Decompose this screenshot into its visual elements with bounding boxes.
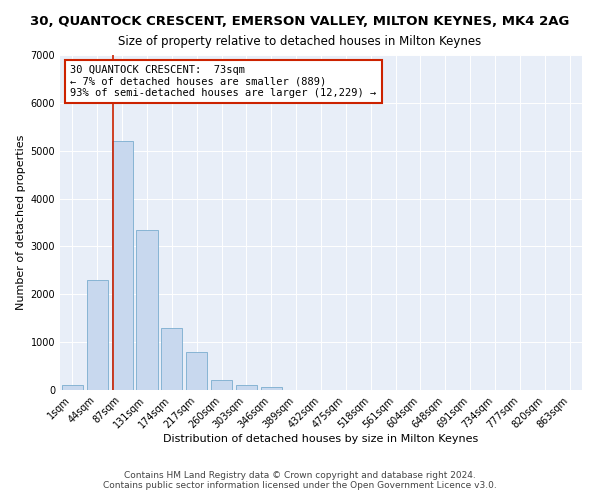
Y-axis label: Number of detached properties: Number of detached properties [16,135,26,310]
Bar [112,141,133,390]
Bar [261,388,282,390]
Bar [186,352,207,390]
Text: 30, QUANTOCK CRESCENT, EMERSON VALLEY, MILTON KEYNES, MK4 2AG: 30, QUANTOCK CRESCENT, EMERSON VALLEY, M… [31,15,569,28]
Bar [236,385,257,390]
Bar [136,230,158,390]
Bar [161,328,182,390]
Bar [211,380,232,390]
Text: 30 QUANTOCK CRESCENT:  73sqm
← 7% of detached houses are smaller (889)
93% of se: 30 QUANTOCK CRESCENT: 73sqm ← 7% of deta… [70,65,377,98]
Bar [87,280,108,390]
Text: Contains HM Land Registry data © Crown copyright and database right 2024.
Contai: Contains HM Land Registry data © Crown c… [103,470,497,490]
X-axis label: Distribution of detached houses by size in Milton Keynes: Distribution of detached houses by size … [163,434,479,444]
Text: Size of property relative to detached houses in Milton Keynes: Size of property relative to detached ho… [118,35,482,48]
Bar [62,385,83,390]
